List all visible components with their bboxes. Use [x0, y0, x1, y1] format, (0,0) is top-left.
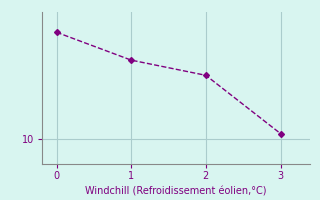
X-axis label: Windchill (Refroidissement éolien,°C): Windchill (Refroidissement éolien,°C) — [85, 186, 267, 196]
